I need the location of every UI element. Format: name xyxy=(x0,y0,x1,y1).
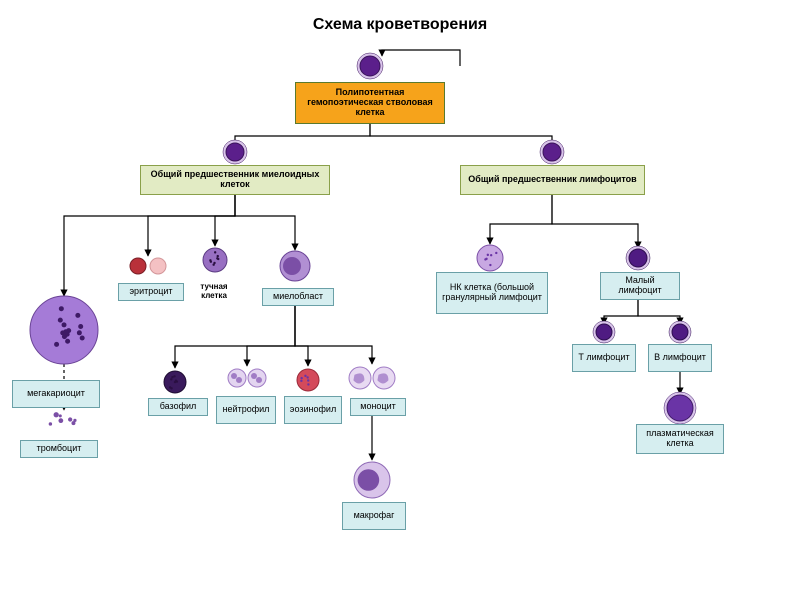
mast-box: тучная клетка xyxy=(190,264,238,320)
t-lymph xyxy=(593,321,615,343)
stem-cell xyxy=(357,53,383,79)
eosino-box: эозинофил xyxy=(284,396,342,424)
b-lymph-box: В лимфоцит xyxy=(648,344,712,372)
megakaryo-cell xyxy=(30,296,98,364)
mono-box: моноцит xyxy=(350,398,406,416)
neutro-1 xyxy=(228,369,246,387)
plasma-cell xyxy=(664,392,696,424)
nk-cell xyxy=(477,245,503,271)
small-lymph xyxy=(626,246,650,270)
neutro-2 xyxy=(248,369,266,387)
mono-2 xyxy=(373,367,395,389)
baso-cell xyxy=(164,371,186,393)
nk-box: НК клетка (большой гранулярный лимфоцит xyxy=(436,272,548,314)
eosino-cell xyxy=(297,369,319,391)
myeloblast-cell xyxy=(280,251,310,281)
mono-1 xyxy=(349,367,371,389)
myeloid-box: Общий предшественник миелоидных клеток xyxy=(140,165,330,195)
erythro-red xyxy=(130,258,146,274)
thrombo-bits xyxy=(49,412,77,426)
neutro-box: нейтрофил xyxy=(216,396,276,424)
erythro-box: эритроцит xyxy=(118,283,184,301)
macro-box: макрофаг xyxy=(342,502,406,530)
b-lymph xyxy=(669,321,691,343)
lymph-prog-cell xyxy=(540,140,564,164)
megakaryo-box: мегакариоцит xyxy=(12,380,100,408)
myeloblast-box: миелобласт xyxy=(262,288,334,306)
small-lymph-box: Малый лимфоцит xyxy=(600,272,680,300)
thrombo-box: тромбоцит xyxy=(20,440,98,458)
plasma-box: плазматическая клетка xyxy=(636,424,724,454)
erythro-pink xyxy=(150,258,166,274)
stem-box: Полипотентная гемопоэтическая стволовая … xyxy=(295,82,445,124)
lymph-box: Общий предшественник лимфоцитов xyxy=(460,165,645,195)
baso-box: базофил xyxy=(148,398,208,416)
macro-cell xyxy=(354,462,390,498)
t-lymph-box: Т лимфоцит xyxy=(572,344,636,372)
myeloid-prog-cell xyxy=(223,140,247,164)
